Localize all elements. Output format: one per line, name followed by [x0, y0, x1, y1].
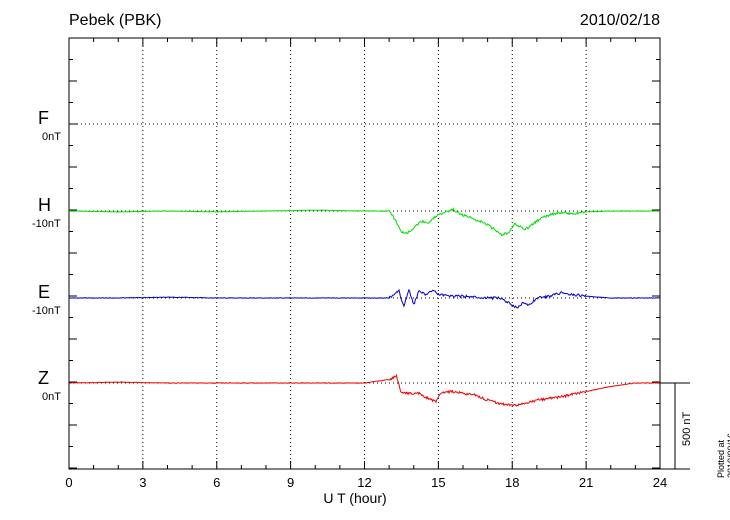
- x-tick-label: 21: [579, 475, 593, 490]
- x-axis-label: U T (hour): [323, 490, 387, 506]
- baseline-label-h: -10nT: [32, 218, 61, 230]
- date-label: 2010/02/18: [579, 12, 660, 29]
- data-series: [68, 207, 661, 407]
- series-line-z: [69, 373, 661, 407]
- x-tick-label: 24: [653, 475, 667, 490]
- x-tick-label: 3: [139, 475, 146, 490]
- baseline-label-f: 0nT: [42, 131, 61, 143]
- baseline-label-z: 0nT: [42, 391, 61, 403]
- component-label-h: H: [38, 195, 51, 215]
- x-tick-labels: 0 3 6 9 12 15 18 21 24: [65, 475, 667, 490]
- axis-ticks: [68, 37, 661, 469]
- baseline-label-e: -10nT: [32, 305, 61, 317]
- plotted-timestamp: Plotted at 2010/09/16 14:34 UT: [716, 432, 730, 478]
- x-tick-label: 0: [65, 475, 72, 490]
- component-label-f: F: [38, 108, 49, 128]
- x-tick-label: 9: [287, 475, 294, 490]
- x-tick-label: 6: [213, 475, 220, 490]
- component-label-z: Z: [38, 368, 49, 388]
- scale-bar: [660, 382, 690, 470]
- series-line-e: [68, 289, 661, 309]
- component-label-e: E: [38, 282, 51, 302]
- scale-bar-label: 500 nT: [681, 411, 693, 446]
- series-line-h: [68, 207, 661, 236]
- component-baselines: [69, 123, 660, 384]
- x-tick-label: 12: [357, 475, 371, 490]
- x-tick-label: 15: [431, 475, 445, 490]
- x-tick-label: 18: [505, 475, 519, 490]
- station-title: Pebek (PBK): [69, 12, 162, 29]
